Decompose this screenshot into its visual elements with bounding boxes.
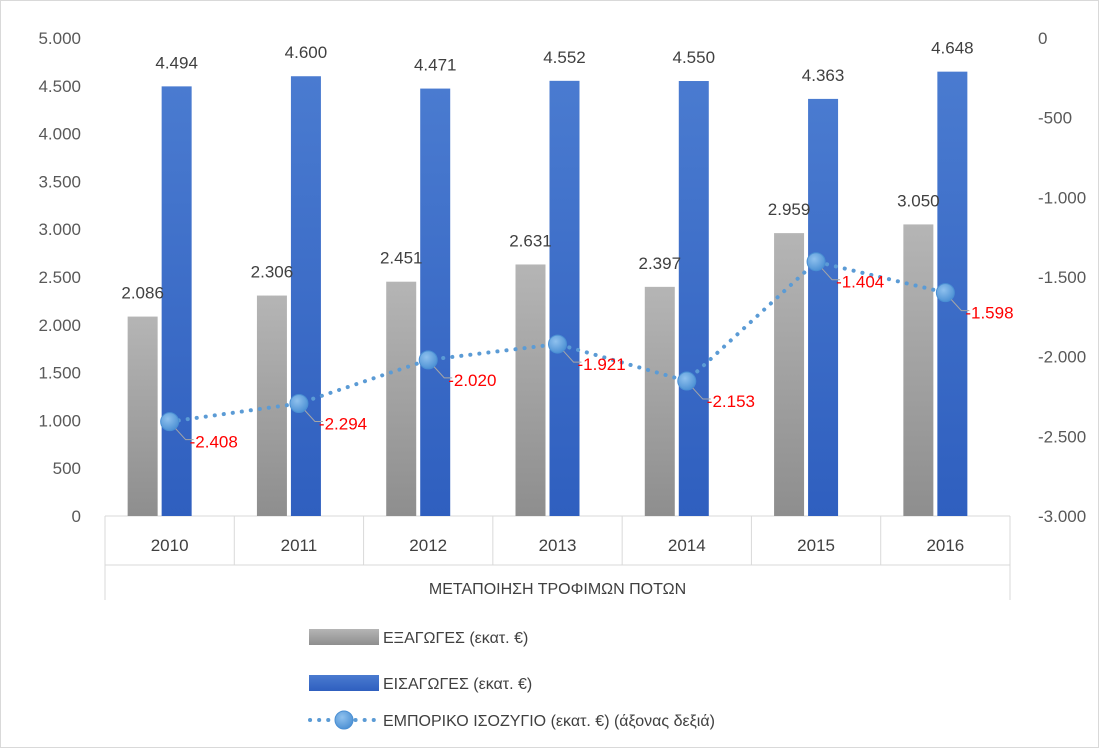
balance-label-leader: [692, 387, 711, 400]
exports-bar: [903, 224, 934, 517]
exports-bar: [127, 316, 158, 516]
exports-bar: [256, 295, 287, 516]
balance-data-label: -2.153: [707, 392, 755, 411]
exports-data-label: 2.631: [509, 231, 552, 250]
y-left-tick-label: 3.500: [38, 172, 81, 191]
balance-label-leader: [563, 350, 582, 363]
imports-bar: [290, 76, 321, 517]
balance-data-label: -1.598: [965, 304, 1013, 323]
x-tick-label: 2011: [281, 536, 318, 555]
y-left-tick-label: 1.500: [38, 364, 81, 383]
imports-bar: [808, 98, 839, 516]
y-left-tick-label: 4.500: [38, 77, 81, 96]
imports-data-label: 4.648: [931, 39, 974, 58]
imports-bar: [161, 86, 192, 516]
legend-label-imports: ΕΙΣΑΓΩΓΕΣ (εκατ. €): [383, 676, 532, 693]
data-labels: 2.086 4.494 2.306 4.600 2.451 4.471 2.631 4.552…: [121, 39, 1013, 452]
x-tick-label: 2013: [539, 536, 577, 555]
x-tick-label: 2014: [668, 536, 706, 555]
balance-label-leader: [821, 268, 841, 281]
exports-bar: [386, 281, 417, 516]
legend: ΕΞΑΓΩΓΕΣ (εκατ. €) ΕΙΣΑΓΩΓΕΣ (εκατ. €) ΕΜΠ…: [308, 629, 715, 730]
imports-data-label: 4.494: [155, 53, 198, 72]
exports-data-label: 2.086: [121, 284, 164, 303]
y-left-tick-label: 5.000: [38, 29, 81, 48]
imports-data-label: 4.552: [543, 48, 586, 67]
balance-point: [289, 394, 309, 414]
balance-line: [160, 252, 955, 432]
balance-label-leader: [950, 299, 970, 312]
imports-bar: [420, 88, 451, 517]
legend-swatch-balance-marker: [334, 710, 354, 730]
exports-data-label: 2.306: [251, 263, 294, 282]
balance-label-leader: [304, 410, 323, 423]
imports-data-label: 4.363: [802, 66, 845, 85]
balance-point: [418, 350, 438, 370]
exports-bar: [515, 264, 546, 516]
y-left-tick-label: 3.000: [38, 220, 81, 239]
x-tick-label: 2010: [151, 536, 189, 555]
imports-data-label: 4.600: [285, 43, 328, 62]
imports-bar: [678, 81, 709, 517]
y-right-tick-label: -500: [1038, 109, 1072, 128]
balance-label-leader: [175, 428, 194, 441]
balance-label-leader: [433, 366, 453, 379]
balance-data-label: -1.404: [836, 273, 884, 292]
x-tick-label: 2016: [926, 536, 964, 555]
balance-data-label: -1.921: [578, 355, 626, 374]
x-group-label: ΜΕΤΑΠΟΙΗΣΗ ΤΡΟΦΙΜΩΝ ΠΟΤΩΝ: [429, 581, 686, 598]
y-right-tick-label: -2.500: [1038, 427, 1086, 446]
y-left-tick-label: 0: [72, 507, 81, 526]
y-right-tick-label: 0: [1038, 29, 1047, 48]
y-right-tick-label: -3.000: [1038, 507, 1086, 526]
y-left-tick-label: 1.000: [38, 411, 81, 430]
axes: 0 500 1.000 1.500 2.000 2.500 3.000 3.500 4.000 4…: [38, 29, 1086, 600]
legend-swatch-imports: [309, 675, 379, 691]
balance-point: [806, 252, 826, 272]
legend-label-balance: ΕΜΠΟΡΙΚΟ ΙΣΟΖΥΓΙΟ (εκατ. €) (άξονας δεξι…: [383, 713, 715, 730]
exports-data-label: 3.050: [897, 191, 940, 210]
exports-bar: [774, 233, 805, 516]
y-right-tick-label: -1.500: [1038, 268, 1086, 287]
imports-bar: [549, 80, 580, 516]
balance-point: [677, 371, 697, 391]
y-left-tick-label: 2.000: [38, 316, 81, 335]
exports-data-label: 2.397: [639, 254, 682, 273]
balance-data-label: -2.294: [319, 415, 367, 434]
y-right-tick-label: -2.000: [1038, 348, 1086, 367]
legend-label-exports: ΕΞΑΓΩΓΕΣ (εκατ. €): [383, 630, 528, 647]
exports-data-label: 2.959: [768, 200, 811, 219]
legend-swatch-exports: [309, 629, 379, 645]
balance-point: [548, 334, 567, 354]
imports-data-label: 4.550: [673, 48, 716, 67]
exports-data-label: 2.451: [380, 249, 423, 268]
y-right-tick-label: -1.000: [1038, 188, 1086, 207]
balance-data-label: -2.020: [448, 371, 496, 390]
x-tick-label: 2012: [409, 536, 447, 555]
balance-point: [935, 283, 955, 303]
exports-bar: [644, 286, 675, 516]
x-tick-label: 2015: [797, 536, 835, 555]
bars: [127, 71, 968, 517]
balance-point: [160, 412, 180, 432]
balance-data-label: -2.408: [190, 433, 238, 452]
y-left-tick-label: 4.000: [38, 125, 81, 144]
y-left-tick-label: 500: [53, 459, 81, 478]
imports-data-label: 4.471: [414, 56, 457, 75]
y-left-tick-label: 2.500: [38, 268, 81, 287]
